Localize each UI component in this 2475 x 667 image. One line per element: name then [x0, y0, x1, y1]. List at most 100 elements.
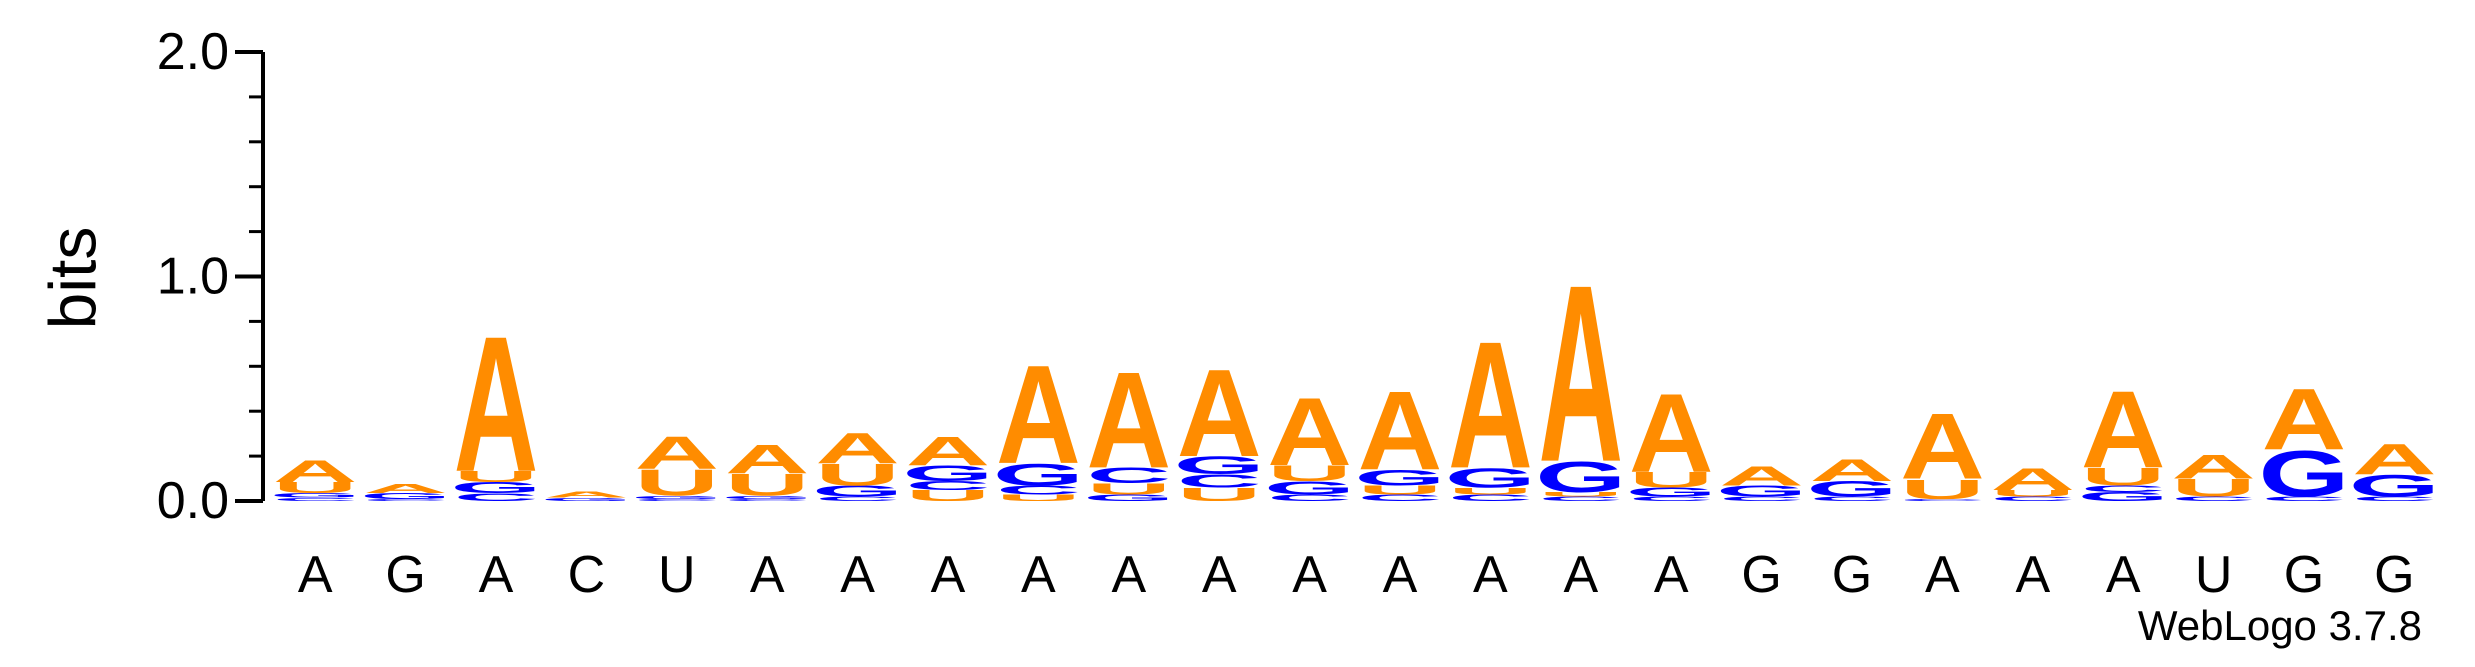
logo-letter-C: C [2081, 484, 2166, 494]
logo-letter-C: C [996, 483, 1081, 497]
logo-letter-G: G [2258, 438, 2349, 511]
logo-letter-A: A [2171, 448, 2256, 486]
x-tick-label: A [1202, 546, 1237, 604]
x-tick-label: U [658, 546, 696, 604]
logo-letter-A: A [1086, 344, 1171, 498]
x-tick-label: A [840, 546, 875, 604]
logo-letter-G: G [1806, 477, 1897, 501]
logo-letter-G: G [1445, 463, 1536, 494]
logo-letter-U: U [1900, 474, 1985, 505]
logo-letter-A: A [2262, 370, 2347, 468]
x-tick-label: A [1021, 546, 1056, 604]
logo-letter-C: C [363, 498, 448, 501]
y-axis: 0.0 1.0 2.0 [157, 23, 265, 530]
x-tick-label: A [931, 546, 966, 604]
logo-letter-U: U [634, 462, 719, 504]
logo-letter-C: C [815, 495, 900, 502]
logo-letter-G: G [1174, 451, 1265, 479]
logo-letter-A: A [1448, 305, 1533, 507]
logo-letter-C: C [2352, 495, 2437, 502]
logo-letter-C: C [1538, 495, 1623, 502]
x-tick-label: A [479, 546, 514, 604]
logo-letter-A: A [1358, 369, 1443, 494]
logo-letter-G: G [1354, 466, 1445, 490]
logo-letter-C: C [1267, 493, 1352, 503]
logo-letter-A: A [1900, 395, 1985, 499]
logo-letter-U: U [1629, 468, 1714, 492]
logo-letter-G: G [812, 482, 903, 500]
logo-letter-A: A [906, 429, 991, 474]
logo-letter-U: U [2081, 463, 2166, 491]
x-tick-label: A [1473, 546, 1508, 604]
logo-letter-C: C [1810, 495, 1895, 502]
x-tick-label: A [1292, 546, 1327, 604]
logo-letter-C: C [1990, 495, 2075, 502]
logo-letter-U: U [273, 479, 358, 497]
logo-letter-A: A [1177, 343, 1262, 483]
logo-letter-U: U [1448, 486, 1533, 496]
logo-letter-A: A [1267, 378, 1352, 486]
x-tick-label: C [568, 546, 606, 604]
x-tick-label: A [2106, 546, 2141, 604]
logo-letter-A: A [634, 426, 719, 478]
logo-letter-G: G [450, 479, 541, 497]
x-tick-label: A [2015, 546, 2050, 604]
x-tick-label: G [2284, 546, 2324, 604]
y-tick-label: 2.0 [157, 23, 229, 81]
x-tick-label: A [298, 546, 333, 604]
logo-letter-U: U [1358, 483, 1443, 497]
logo-letter-G: G [1716, 482, 1807, 500]
logo-letter-C: C [1177, 471, 1262, 492]
logo-letter-A: A [2352, 435, 2437, 484]
logo-letter-A: A [454, 295, 539, 511]
logo-letter-A: A [1629, 371, 1714, 496]
logo-letter-G: G [1264, 477, 1355, 498]
logo-letter-A: A [1719, 460, 1804, 491]
logo-letter-A: A [815, 423, 900, 472]
x-tick-label: A [750, 546, 785, 604]
logo-letter-A: A [1810, 453, 1895, 488]
logo-letter-A: A [2081, 368, 2166, 490]
x-tick-label: G [2374, 546, 2414, 604]
logo-letter-C: C [1629, 495, 1714, 502]
x-tick-label: A [1563, 546, 1598, 604]
logo-letter-U: U [906, 487, 991, 505]
logo-letter-U: U [815, 457, 900, 492]
y-tick-label: 0.0 [157, 472, 229, 530]
logo-letter-C: C [1448, 493, 1533, 503]
logo-letter-G: G [631, 495, 722, 500]
logo-letter-C: C [2171, 495, 2256, 502]
logo-letter-U: U [725, 467, 810, 502]
x-tick-label: U [2195, 546, 2233, 604]
weblogo-version-label: WebLogo 3.7.8 [2138, 602, 2422, 649]
logo-letter-A: A [363, 482, 448, 496]
logo-letter-G: G [2349, 469, 2440, 504]
x-tick-label: G [385, 546, 425, 604]
x-tick-label: G [1832, 546, 1872, 604]
logo-letter-C: C [2262, 495, 2347, 502]
logo-letter-C: C [634, 498, 719, 501]
logo-letter-C: C [273, 497, 358, 502]
y-tick-label: 1.0 [157, 248, 229, 306]
logo-letter-A: A [1538, 232, 1623, 514]
x-tick-label: G [1741, 546, 1781, 604]
logo-letter-G: G [541, 497, 632, 502]
logo-letter-U: U [996, 493, 1081, 503]
logo-letter-C: C [906, 479, 991, 493]
logo-letter-G: G [270, 492, 361, 499]
x-tick-label: A [1925, 546, 1960, 604]
x-tick-label: A [1654, 546, 1689, 604]
logo-letter-U: U [454, 468, 539, 486]
logo-letter-U: U [1086, 480, 1171, 498]
logo-letter-G: G [2078, 490, 2169, 504]
logo-letter-A: A [544, 491, 629, 500]
logo-letter-C: C [1719, 495, 1804, 502]
x-tick-label: A [1383, 546, 1418, 604]
logo-letter-G: G [1535, 453, 1626, 502]
logo-letter-A: A [725, 436, 810, 481]
logo-letter-G: G [902, 461, 993, 485]
logo-letter-A: A [1990, 462, 2075, 497]
